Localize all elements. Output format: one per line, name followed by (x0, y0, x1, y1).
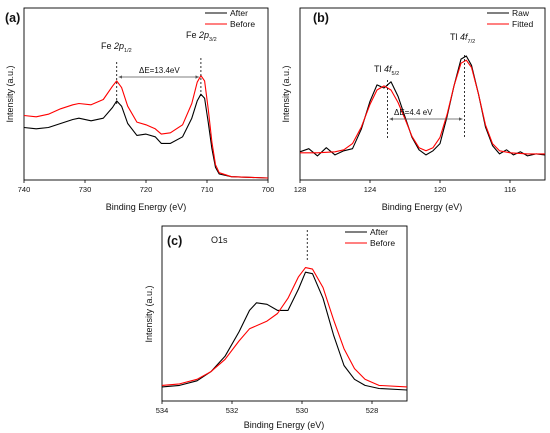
panel-b-peak2-label: Tl 4f7/2 (450, 32, 475, 45)
panel-a-label: (a) (5, 11, 20, 25)
panel-a-fe2p: (a) 740 730 720 710 700 Binding Energy (eV) … (5, 7, 275, 212)
x-tick-label: 124 (364, 185, 377, 194)
x-tick-label: 128 (294, 185, 307, 194)
series-line-raw (299, 55, 546, 157)
panel-a-delta-label: ΔE=13.4eV (139, 66, 180, 75)
panel-c-o1s: (c) 534 532 530 528 Binding Energy (eV) Int… (144, 225, 408, 430)
x-tick-label: 740 (18, 185, 31, 194)
legend-c-after-label: After (370, 227, 388, 237)
series-line-after (23, 93, 269, 179)
panel-b-x-ticks: 128 124 120 116 (294, 180, 516, 194)
panel-a-peak2-label: Fe 2p3/2 (186, 30, 217, 43)
panel-c-legend: After Before (345, 227, 395, 248)
panel-b-legend: Raw Fitted (487, 8, 534, 29)
panel-a-frame (23, 7, 269, 181)
x-tick-label: 528 (366, 406, 379, 415)
legend-a-before-label: Before (230, 19, 255, 29)
panel-b-curves (299, 55, 546, 157)
panel-b-frame (299, 7, 546, 181)
panel-b-peak1-label: Tl 4f5/2 (374, 64, 399, 77)
legend-a-after-label: After (230, 8, 248, 18)
panel-a-peak1-label: Fe 2p1/2 (101, 41, 132, 54)
x-tick-label: 710 (201, 185, 214, 194)
panel-b-ylabel: Intensity (a.u.) (281, 65, 291, 122)
panel-c-ylabel: Intensity (a.u.) (144, 285, 154, 342)
panel-a-xlabel: Binding Energy (eV) (106, 202, 187, 212)
x-tick-label: 116 (504, 185, 516, 194)
panel-c-x-ticks: 534 532 530 528 (156, 401, 379, 415)
panel-c-curves (161, 267, 408, 391)
panel-a-ylabel: Intensity (a.u.) (5, 65, 15, 122)
panel-b-xlabel: Binding Energy (eV) (382, 202, 463, 212)
x-tick-label: 700 (262, 185, 275, 194)
x-tick-label: 730 (79, 185, 92, 194)
x-tick-label: 120 (434, 185, 447, 194)
series-line-fitted (300, 59, 545, 155)
panel-c-peak-label: O1s (211, 235, 228, 245)
panel-a-x-ticks: 740 730 720 710 700 (18, 180, 275, 194)
x-tick-label: 534 (156, 406, 169, 415)
panel-b-label: (b) (313, 11, 329, 25)
legend-b-fitted-label: Fitted (512, 19, 534, 29)
panel-c-label: (c) (167, 234, 182, 248)
legend-c-before-label: Before (370, 238, 395, 248)
series-line-before (23, 75, 269, 179)
panel-c-frame (161, 225, 408, 402)
panel-b-delta-label: ΔE=4.4 eV (394, 108, 433, 117)
panel-b-tl4f: (b) 128 124 120 116 Binding Energy (eV) Int… (281, 7, 546, 212)
x-tick-label: 532 (226, 406, 239, 415)
panel-a-curves (23, 75, 269, 179)
x-tick-label: 530 (296, 406, 309, 415)
panel-a-legend: After Before (205, 8, 255, 29)
panel-c-xlabel: Binding Energy (eV) (244, 420, 325, 430)
legend-b-raw-label: Raw (512, 8, 530, 18)
series-line-before (161, 267, 408, 388)
series-line-after (161, 271, 408, 391)
x-tick-label: 720 (140, 185, 153, 194)
